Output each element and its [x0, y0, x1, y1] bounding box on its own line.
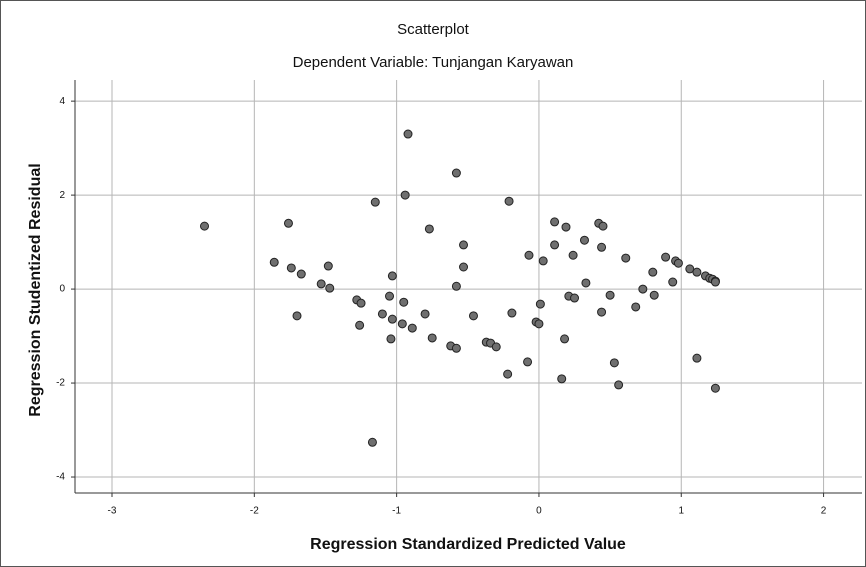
- x-tick-label: -1: [392, 506, 401, 517]
- data-point: [609, 358, 619, 368]
- x-tick-label: -3: [108, 506, 117, 517]
- data-point: [648, 267, 658, 277]
- data-point: [661, 252, 671, 262]
- data-point: [316, 279, 326, 289]
- y-tick-label: 2: [59, 190, 65, 201]
- data-point: [524, 250, 534, 260]
- data-point: [673, 258, 683, 268]
- data-point: [621, 253, 631, 263]
- data-point: [685, 264, 695, 274]
- data-point: [468, 311, 478, 321]
- data-point: [356, 298, 366, 308]
- x-tick-label: -2: [250, 506, 259, 517]
- data-point: [538, 256, 548, 266]
- data-point: [561, 222, 571, 232]
- data-point: [451, 343, 461, 353]
- data-point: [523, 357, 533, 367]
- y-tick-label: -4: [56, 472, 65, 483]
- data-point: [710, 383, 720, 393]
- data-point: [400, 190, 410, 200]
- chart-subtitle: Dependent Variable: Tunjangan Karyawan: [293, 54, 574, 71]
- data-point: [668, 277, 678, 287]
- x-axis-label: Regression Standardized Predicted Value: [310, 536, 626, 553]
- chart-title: Scatterplot: [397, 21, 470, 38]
- data-point: [286, 263, 296, 273]
- x-tick-label: 0: [536, 506, 542, 517]
- data-point: [631, 302, 641, 312]
- data-point: [296, 269, 306, 279]
- data-point: [597, 242, 607, 252]
- data-point: [451, 168, 461, 178]
- data-point: [692, 353, 702, 363]
- data-point: [503, 369, 513, 379]
- data-point: [459, 262, 469, 272]
- data-point: [638, 284, 648, 294]
- x-tick-label: 1: [678, 506, 684, 517]
- data-point: [557, 374, 567, 384]
- y-tick-label: 0: [59, 284, 65, 295]
- data-point: [597, 307, 607, 317]
- data-point: [459, 240, 469, 250]
- data-point: [451, 281, 461, 291]
- data-point: [355, 320, 365, 330]
- data-point: [507, 308, 517, 318]
- data-point: [292, 311, 302, 321]
- data-point: [710, 277, 720, 287]
- data-point: [560, 334, 570, 344]
- data-point: [377, 309, 387, 319]
- data-point: [491, 342, 501, 352]
- data-point: [200, 221, 210, 231]
- data-point: [386, 334, 396, 344]
- data-point: [534, 319, 544, 329]
- data-point: [385, 291, 395, 301]
- data-point: [403, 129, 413, 139]
- data-point: [550, 217, 560, 227]
- data-point: [427, 333, 437, 343]
- data-point: [323, 261, 333, 271]
- data-point: [579, 235, 589, 245]
- data-point: [550, 240, 560, 250]
- data-point: [598, 221, 608, 231]
- data-point: [614, 380, 624, 390]
- data-point: [692, 267, 702, 277]
- data-point: [605, 290, 615, 300]
- data-point: [283, 218, 293, 228]
- data-point: [570, 293, 580, 303]
- data-point: [649, 290, 659, 300]
- data-point: [504, 196, 514, 206]
- data-point: [581, 278, 591, 288]
- data-point: [397, 319, 407, 329]
- data-point: [387, 314, 397, 324]
- y-tick-label: -2: [56, 378, 65, 389]
- data-point: [269, 257, 279, 267]
- y-axis-label: Regression Studentized Residual: [27, 163, 44, 416]
- data-point: [370, 197, 380, 207]
- data-point: [387, 271, 397, 281]
- y-tick-label: 4: [59, 96, 65, 107]
- data-point: [535, 299, 545, 309]
- data-point: [367, 437, 377, 447]
- data-point: [424, 224, 434, 234]
- data-point: [568, 250, 578, 260]
- x-tick-label: 2: [821, 506, 827, 517]
- data-point: [325, 283, 335, 293]
- data-point: [399, 297, 409, 307]
- data-point: [407, 323, 417, 333]
- data-point: [420, 309, 430, 319]
